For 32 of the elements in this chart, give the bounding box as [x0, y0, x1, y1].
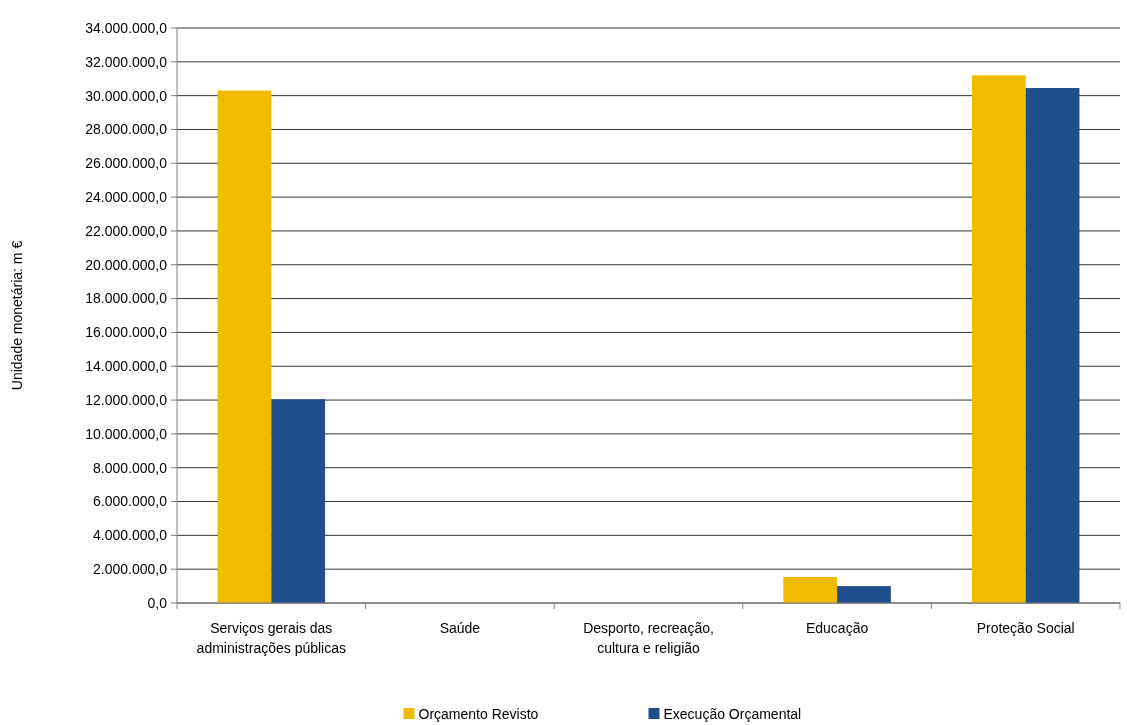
x-tick-label: Proteção Social [976, 620, 1075, 636]
y-axis-title: Unidade monetária: m € [9, 240, 25, 391]
y-tick-label: 22.000.000,0 [85, 222, 168, 239]
y-tick-label: 12.000.000,0 [85, 391, 168, 408]
y-tick-label: 8.000.000,0 [93, 459, 168, 476]
x-tick-label: Saúde [439, 620, 481, 636]
y-tick-label: 34.000.000,0 [85, 19, 168, 36]
y-tick-label: 6.000.000,0 [93, 493, 168, 510]
legend-label: Execução Orçamental [663, 705, 802, 722]
y-tick-label: 24.000.000,0 [85, 189, 168, 206]
y-tick-label: 16.000.000,0 [85, 324, 168, 341]
y-tick-label: 0,0 [147, 594, 168, 611]
y-tick-label: 30.000.000,0 [85, 87, 168, 104]
y-tick-label: 32.000.000,0 [85, 53, 168, 70]
y-tick-label: 14.000.000,0 [85, 358, 168, 375]
y-tick-label: 26.000.000,0 [85, 155, 168, 172]
legend-label: Orçamento Revisto [418, 705, 539, 722]
x-tick-label: Desporto, recreação, cultura e religião [583, 620, 714, 656]
y-tick-label: 20.000.000,0 [85, 256, 168, 273]
bar [271, 399, 326, 603]
x-tick-label: Serviços gerais das administrações públicas [196, 620, 346, 656]
y-tick-label: 10.000.000,0 [85, 425, 168, 442]
x-tick-label: Educação [805, 620, 869, 636]
y-tick-label: 4.000.000,0 [93, 527, 168, 544]
bar [217, 90, 272, 603]
bar [837, 586, 891, 603]
bar [971, 75, 1026, 603]
y-tick-label: 28.000.000,0 [85, 121, 168, 138]
bar [1025, 88, 1080, 603]
y-tick-label: 2.000.000,0 [93, 561, 168, 578]
bar [783, 576, 838, 603]
y-tick-label: 18.000.000,0 [85, 290, 168, 307]
